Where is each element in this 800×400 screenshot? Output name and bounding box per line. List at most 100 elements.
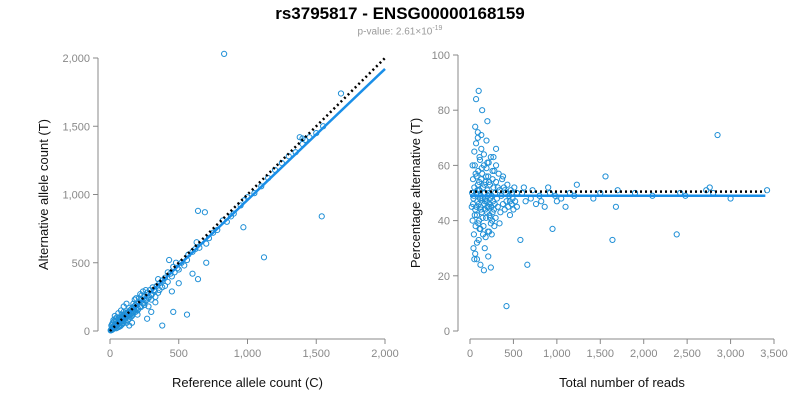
left-data-point: [251, 190, 258, 197]
left-data-point: [318, 213, 325, 220]
right-data-point: [503, 303, 510, 310]
left-data-point: [155, 276, 162, 283]
right-data-point: [469, 176, 477, 183]
right-x-tick-label: 0: [467, 348, 473, 360]
right-data-point: [495, 170, 502, 177]
right-x-tick-label: 2,000: [630, 348, 658, 360]
right-data-point: [471, 211, 478, 219]
right-data-point: [471, 256, 478, 263]
right-data-point: [472, 140, 480, 147]
left-y-tick-label: 1,500: [62, 121, 90, 133]
right-y-tick-label: 60: [438, 160, 450, 172]
right-data-point: [501, 187, 508, 194]
right-data-point: [538, 198, 545, 205]
left-x-tick-label: 1,500: [302, 348, 330, 360]
right-data-point: [478, 145, 485, 152]
left-x-axis-label: Reference allele count (C): [172, 375, 323, 390]
percentage-alternative-scatter-chart: 0 500 1,000 1,500 2,000 2,500 3,000 3,500 0 20 40 6…: [408, 50, 788, 390]
right-data-point: [513, 203, 521, 210]
right-data-point: [480, 267, 487, 274]
right-data-point: [479, 107, 486, 114]
right-data-point: [475, 220, 482, 227]
left-y-axis-label: Alternative allele count (T): [36, 119, 51, 270]
right-data-point: [470, 245, 477, 252]
right-data-point: [553, 198, 560, 205]
chart-title: rs3795817 - ENSG00000168159: [275, 4, 525, 23]
right-data-point: [490, 154, 497, 161]
right-data-point: [473, 203, 480, 210]
right-data-point: [506, 198, 514, 205]
left-data-point: [175, 280, 182, 287]
left-data-point: [148, 308, 155, 315]
right-data-point: [602, 173, 609, 180]
right-y-tick-label: 80: [438, 105, 450, 117]
right-data-point: [491, 167, 498, 175]
right-y-tick-label: 100: [432, 50, 450, 62]
left-fit-line: [109, 68, 386, 332]
right-data-point: [501, 206, 508, 213]
right-data-point: [499, 176, 506, 183]
chart-subtitle: p-value: 2.61×10-19: [0, 25, 800, 37]
right-data-point: [472, 96, 480, 103]
left-data-point: [108, 321, 116, 328]
right-data-point: [486, 214, 494, 221]
right-data-point: [511, 184, 518, 191]
right-data-point: [484, 203, 491, 210]
right-x-tick-label: 3,000: [717, 348, 745, 360]
left-data-point: [168, 273, 175, 280]
right-y-axis-label: Percentage alternative (T): [408, 118, 423, 268]
left-data-point: [201, 209, 208, 216]
left-data-point: [130, 300, 137, 307]
right-data-point: [529, 187, 536, 194]
right-y-tick-label: 0: [444, 326, 450, 338]
right-data-point: [474, 129, 481, 136]
right-data-point: [472, 250, 479, 257]
right-data-point: [482, 234, 489, 241]
left-data-point: [118, 311, 125, 318]
right-data-point: [492, 145, 500, 152]
right-data-point: [485, 159, 492, 166]
right-data-point: [485, 253, 492, 260]
right-data-point: [473, 173, 480, 180]
right-data-point: [545, 184, 552, 191]
left-data-point: [144, 315, 151, 322]
right-data-point: [482, 173, 490, 180]
left-data-point: [194, 207, 202, 214]
left-data-point: [221, 50, 228, 58]
right-data-point: [492, 178, 500, 186]
right-data-point: [487, 264, 494, 271]
right-data-point: [482, 198, 489, 205]
p-value-exponent: -19: [432, 25, 443, 32]
right-data-point: [505, 203, 512, 210]
right-data-point: [489, 167, 496, 175]
right-data-point: [494, 184, 501, 191]
left-data-point: [126, 322, 133, 329]
right-data-point: [486, 178, 493, 186]
right-data-point: [480, 151, 487, 158]
right-x-tick-label: 1,000: [543, 348, 571, 360]
left-data-point: [126, 315, 133, 322]
right-x-tick-label: 500: [504, 348, 522, 360]
allele-count-scatter-chart: 0 500 1,000 1,500 2,000 0 500 1,000 1,500 2,000 Re…: [36, 50, 399, 390]
right-data-point: [763, 187, 771, 194]
right-data-point: [476, 225, 483, 232]
right-data-point: [488, 231, 495, 238]
left-data-point: [203, 259, 210, 266]
right-data-point: [489, 209, 496, 216]
left-y-tick-label: 1,000: [62, 190, 90, 202]
left-data-point: [194, 276, 202, 283]
right-data-point: [478, 131, 485, 139]
left-data-point: [260, 254, 268, 261]
right-data-point: [497, 209, 504, 216]
left-data-point: [137, 304, 145, 311]
right-data-point: [473, 211, 481, 219]
right-data-point: [484, 118, 491, 125]
right-data-point: [492, 214, 499, 221]
right-data-point: [612, 203, 620, 210]
right-data-point: [541, 203, 548, 210]
right-x-axis-label: Total number of reads: [559, 375, 685, 390]
right-data-point: [469, 217, 476, 224]
right-data-point: [476, 178, 483, 186]
right-data-point: [673, 231, 680, 238]
left-y-tick-label: 0: [84, 326, 90, 338]
